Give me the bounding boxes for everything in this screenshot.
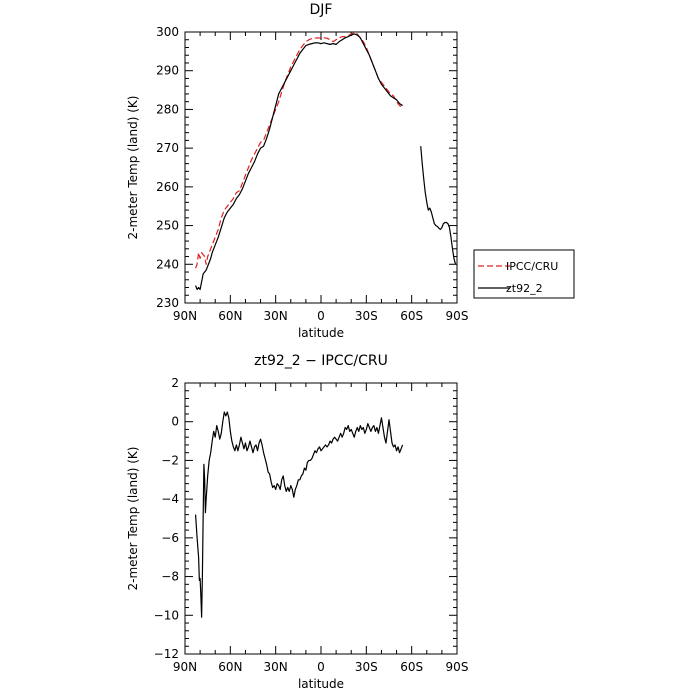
top-series-line-1-0 [195,33,403,291]
bottom-x-tick-label: 30S [355,660,378,674]
top-y-tick-label: 230 [156,296,179,310]
top-x-axis-label: latitude [298,326,344,340]
top-y-tick-label: 280 [156,102,179,116]
bottom-x-tick-label: 90N [173,660,197,674]
top-y-tick-label: 250 [156,219,179,233]
legend-label-1: zt92_2 [506,282,543,295]
top-x-tick-label: 60N [218,309,242,323]
bottom-y-tick-label: 0 [171,415,179,429]
bottom-y-tick-label: −2 [161,453,179,467]
bottom-x-tick-label: 30N [264,660,288,674]
bottom-y-tick-label: −6 [161,531,179,545]
top-series-line-1-1 [420,146,457,265]
top-x-tick-label: 90N [173,309,197,323]
bottom-y-tick-label: 2 [171,376,179,390]
bottom-x-tick-label: 0 [317,660,325,674]
bottom-x-tick-label: 60S [400,660,423,674]
top-y-tick-label: 270 [156,141,179,155]
legend-box [473,249,575,299]
top-chart-title: DJF [310,2,333,18]
top-y-tick-label: 290 [156,64,179,78]
top-y-axis-label: 2-meter Temp (land) (K) [126,96,140,240]
top-y-tick-label: 260 [156,180,179,194]
bottom-y-tick-label: −12 [154,647,179,661]
bottom-y-tick-label: −8 [161,570,179,584]
top-x-tick-label: 60S [400,309,423,323]
chart-temperature-difference: zt92_2 − IPCC/CRU 90N 60N 30N 0 30S 60S 90S −12 −… [126,353,468,691]
bottom-plot-frame [184,382,458,655]
top-x-tick-label: 30S [355,309,378,323]
top-plot-frame [184,31,458,304]
legend-label-0: IPCC/CRU [506,260,558,273]
bottom-y-tick-label: −10 [154,608,179,622]
chart-temperature-djf: DJF 90N 60N 30N 0 30S 60S 90S 230 240 250 260 270 280… [126,2,575,340]
top-y-tick-label: 240 [156,257,179,271]
top-x-tick-label: 30N [264,309,288,323]
top-x-tick-label: 90S [446,309,469,323]
bottom-chart-title: zt92_2 − IPCC/CRU [254,353,388,369]
legend: IPCC/CRU zt92_2 [473,249,575,299]
bottom-y-tick-label: −4 [161,492,179,506]
top-y-tick-label: 300 [156,25,179,39]
bottom-y-axis-label: 2-meter Temp (land) (K) [126,447,140,591]
bottom-x-tick-label: 60N [218,660,242,674]
bottom-series-line-0-0 [194,411,404,618]
bottom-x-tick-label: 90S [446,660,469,674]
bottom-x-axis-label: latitude [298,677,344,691]
top-x-tick-label: 0 [317,309,325,323]
top-series-line-0-0 [195,32,403,269]
